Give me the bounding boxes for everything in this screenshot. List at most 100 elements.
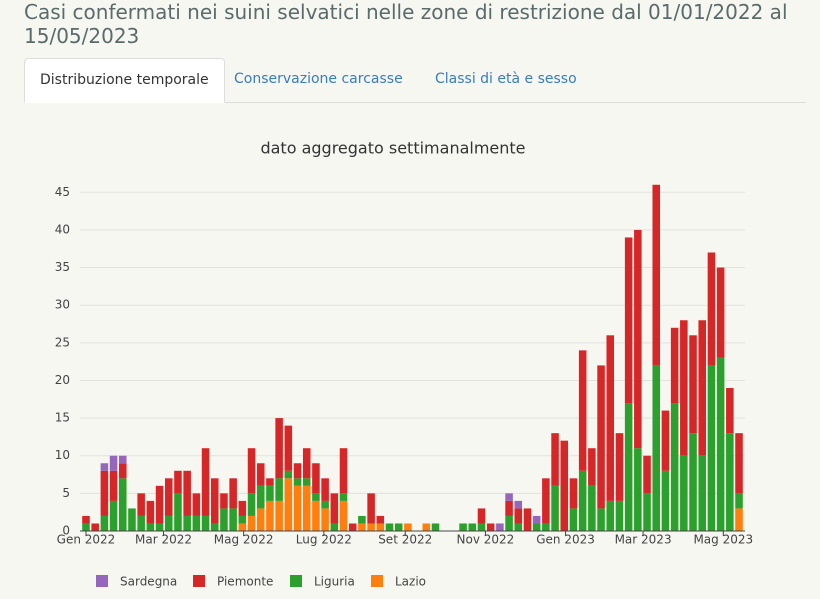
tab[interactable]: Conservazione carcasse: [234, 71, 403, 87]
bar-segment: [118, 455, 127, 464]
y-tick-label: 25: [55, 335, 70, 349]
bar-segment: [109, 455, 118, 471]
tab[interactable]: Classi di età e sesso: [435, 71, 577, 87]
bar-segment: [164, 515, 173, 531]
bar-segment: [312, 500, 320, 531]
bar-segment: [100, 463, 109, 471]
bar-segment: [505, 493, 513, 501]
bar-segment: [542, 523, 550, 531]
legend-swatch: [96, 575, 108, 587]
bar-segment: [551, 433, 559, 486]
bar-segment: [174, 470, 182, 494]
bar-segment: [220, 493, 228, 509]
bar-segment: [118, 463, 127, 479]
tab[interactable]: Distribuzione temporale: [24, 58, 225, 103]
bar-segment: [459, 523, 467, 531]
bar-segment: [201, 448, 210, 516]
bar-segment: [615, 500, 624, 531]
y-tick-label: 35: [55, 260, 70, 274]
bar-segment: [514, 523, 523, 531]
bar-segment: [707, 365, 716, 531]
bar-segment: [606, 335, 615, 501]
bar-segment: [210, 478, 219, 524]
bar-segment: [680, 455, 688, 531]
x-tick-label: Mar 2023: [615, 533, 672, 547]
x-tick-label: Mar 2022: [135, 533, 192, 547]
legend-label: Sardegna: [120, 575, 177, 589]
bar-segment: [293, 478, 302, 486]
bar-segment: [505, 515, 513, 531]
bar-segment: [312, 493, 320, 501]
bar-segment: [266, 485, 274, 501]
bar-segment: [183, 515, 191, 531]
bar-segment: [404, 523, 412, 531]
bar-segment: [137, 515, 145, 531]
bar-segment: [394, 523, 403, 531]
bar-segment: [578, 470, 587, 531]
tab-bar: Distribuzione temporale Conservazione ca…: [24, 58, 806, 103]
bar-segment: [652, 184, 661, 366]
x-tick-label: Nov 2022: [457, 533, 515, 547]
bar-segment: [183, 470, 191, 516]
bar-segment: [624, 237, 633, 404]
bar-segment: [302, 478, 311, 486]
bar-segment: [707, 252, 716, 366]
bar-segment: [210, 523, 219, 531]
y-tick-label: 5: [62, 486, 70, 500]
bar-segment: [468, 523, 477, 531]
bar-segment: [266, 478, 274, 486]
bar-segment: [238, 500, 247, 516]
x-tick-label: Gen 2023: [536, 533, 595, 547]
bar-segment: [293, 463, 302, 479]
bar-segment: [238, 523, 247, 531]
bar-segment: [256, 485, 265, 509]
bar-segment: [385, 523, 394, 531]
bar-segment: [551, 485, 559, 531]
bar-segment: [312, 463, 320, 494]
bar-segment: [652, 365, 661, 531]
x-tick-label: Gen 2022: [57, 533, 116, 547]
bar-segment: [569, 478, 578, 509]
bar-segment: [155, 485, 164, 524]
bar-segment: [256, 463, 265, 486]
bar-segment: [256, 508, 265, 531]
bar-segment: [100, 515, 109, 531]
chart-title: dato aggregato settimanalmente: [260, 139, 525, 158]
bar-segment: [716, 357, 725, 531]
bar-segment: [238, 515, 247, 524]
bar-segment: [339, 448, 348, 494]
bar-segment: [247, 515, 256, 531]
y-tick-label: 20: [55, 373, 70, 387]
bar-segment: [192, 515, 201, 531]
bar-segment: [284, 478, 293, 531]
bar-segment: [505, 500, 513, 516]
bar-segment: [174, 493, 182, 531]
y-tick-label: 45: [55, 185, 70, 199]
bar-segment: [514, 508, 523, 524]
legend-label: Piemonte: [217, 575, 273, 589]
bar-segment: [118, 478, 127, 531]
bar-segment: [578, 350, 587, 471]
bar-segment: [128, 508, 136, 531]
bar-segment: [146, 523, 155, 531]
bar-segment: [597, 508, 605, 531]
bar-segment: [293, 485, 302, 531]
bar-segment: [247, 448, 256, 494]
bar-segment: [661, 470, 670, 531]
y-tick-label: 0: [62, 524, 70, 538]
bar-segment: [689, 335, 697, 434]
bar-segment: [302, 448, 311, 479]
bar-segment: [560, 440, 569, 531]
bar-segment: [735, 508, 743, 531]
bar-segment: [321, 478, 329, 501]
bar-segment: [82, 523, 90, 531]
bar-segment: [523, 508, 532, 531]
bar-segment: [477, 508, 486, 524]
bar-segment: [542, 478, 550, 524]
bar-segment: [155, 523, 164, 531]
bar-segment: [137, 493, 145, 516]
bar-segment: [726, 387, 734, 434]
bar-segment: [532, 515, 541, 524]
page-title: Casi confermati nei suini selvatici nell…: [24, 0, 788, 48]
